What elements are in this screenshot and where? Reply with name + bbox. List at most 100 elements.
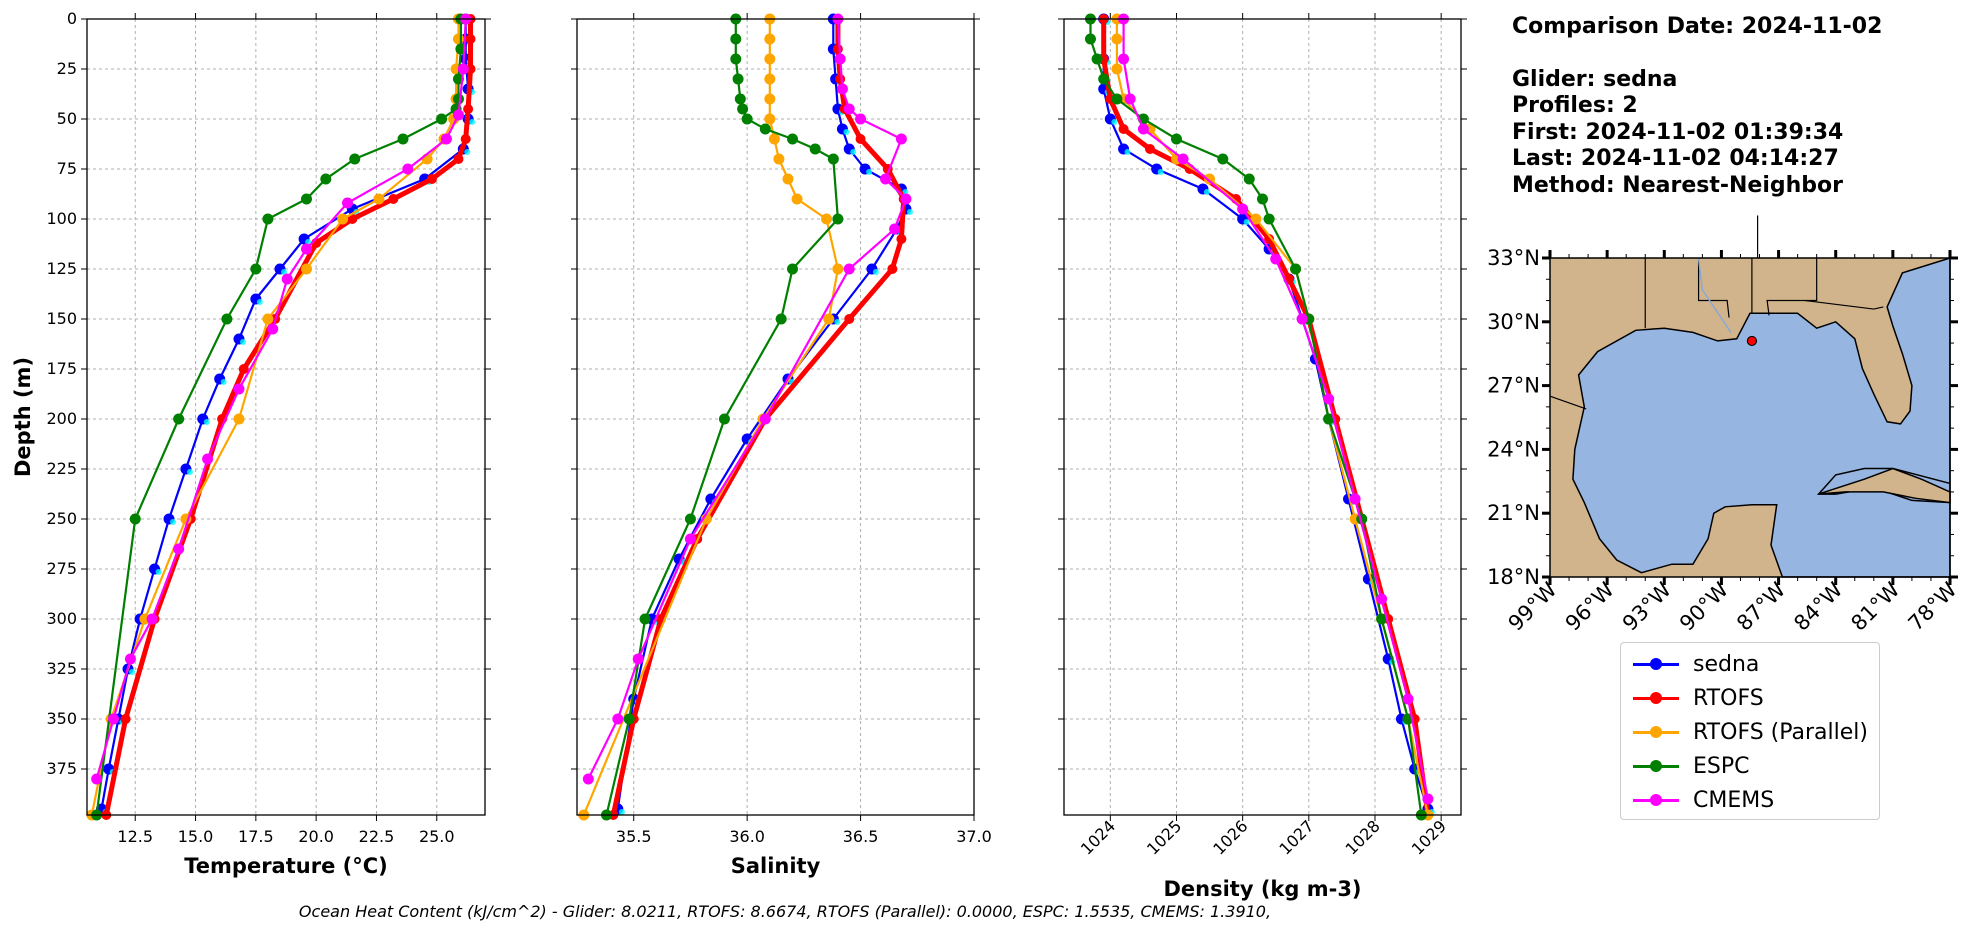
data-point	[759, 123, 771, 135]
data-point	[844, 314, 855, 324]
legend-item: RTOFS	[1631, 683, 1764, 713]
map-inset: 33°N30°N27°N24°N21°N18°N99°W 96°W 93°W 90°W…	[1487, 215, 1962, 636]
data-point	[737, 103, 749, 115]
y-tick-label: 325	[46, 659, 77, 678]
data-point	[124, 653, 136, 665]
x-tick-label: 1027	[1275, 816, 1317, 858]
x-tick-label: 1025	[1143, 816, 1185, 858]
state-border	[1766, 258, 1818, 316]
glider-profile-point	[1157, 169, 1164, 175]
profile-panel-3: 1024 1025 1026 1027 1028 1029 Density (kg m-3)	[1058, 13, 1467, 901]
legend-marker	[1631, 717, 1681, 747]
series-sedna	[95, 13, 476, 815]
data-point	[221, 313, 233, 325]
data-point	[768, 133, 780, 145]
glider-profile-point	[203, 419, 210, 425]
data-point	[823, 313, 835, 325]
y-axis-label: Depth (m)	[11, 357, 35, 477]
comparison-date: Comparison Date: 2024-11-02	[1512, 14, 1883, 39]
data-point	[397, 133, 409, 145]
legend-item: RTOFS (Parallel)	[1631, 717, 1868, 747]
y-tick-label: 350	[46, 709, 77, 728]
legend-label: ESPC	[1693, 753, 1750, 779]
data-point	[173, 543, 185, 555]
y-tick-label: 100	[46, 209, 77, 228]
series-rtofs-parallel-	[1111, 13, 1434, 821]
y-tick-label: 175	[46, 359, 77, 378]
state-border	[1549, 395, 1587, 410]
glider-profile-point	[1111, 119, 1118, 125]
axes-frame	[576, 18, 975, 816]
data-point	[1290, 263, 1302, 275]
state-border	[1805, 299, 1884, 310]
data-point	[452, 109, 464, 121]
state-border	[1697, 258, 1730, 318]
data-point	[1111, 33, 1123, 45]
data-point	[764, 113, 776, 125]
data-point	[827, 153, 839, 165]
data-point	[440, 133, 452, 145]
data-point	[684, 513, 696, 525]
data-point	[741, 113, 753, 125]
series-rtofs	[101, 14, 476, 820]
data-point	[787, 133, 799, 145]
data-point	[718, 413, 730, 425]
x-tick-label: 25.0	[419, 827, 455, 846]
data-point	[262, 313, 274, 325]
data-point	[129, 513, 141, 525]
legend-label: sedna	[1693, 651, 1760, 677]
x-axis-label: Salinity	[731, 854, 821, 878]
data-point	[732, 73, 744, 85]
legend-label: CMEMS	[1693, 787, 1775, 813]
series-line	[1101, 19, 1431, 816]
map-frame	[1549, 257, 1951, 578]
data-point	[730, 53, 742, 65]
glider-profile-point	[170, 519, 177, 525]
x-tick-label: 17.5	[238, 827, 274, 846]
glider-profile-point	[220, 379, 227, 385]
data-point	[146, 613, 158, 625]
data-point	[1237, 203, 1249, 215]
x-axis-label: Density (kg m-3)	[1163, 877, 1361, 901]
series-line	[95, 19, 462, 816]
data-point	[457, 63, 469, 75]
method: Method: Nearest-Neighbor	[1512, 172, 1843, 198]
data-point	[1137, 123, 1149, 135]
legend-item: CMEMS	[1631, 785, 1774, 815]
data-point	[1422, 793, 1434, 805]
data-point	[1250, 213, 1262, 225]
glider-profile-point	[464, 149, 471, 155]
data-point	[262, 213, 274, 225]
data-point	[1118, 124, 1129, 134]
glider-profile-point	[129, 669, 136, 675]
lon-label: 93°W	[1618, 577, 1676, 635]
series-line	[1122, 19, 1429, 800]
data-point	[347, 214, 358, 224]
first-time: First: 2024-11-02 01:39:34	[1512, 119, 1844, 145]
data-point	[250, 263, 262, 275]
lon-label: 90°W	[1675, 577, 1733, 635]
lon-label: 81°W	[1846, 577, 1904, 635]
data-point	[855, 134, 866, 144]
x-tick-label: 15.0	[178, 827, 214, 846]
data-point	[764, 33, 776, 45]
profile-panel-2: 35.5 36.0 36.5 37.0 Salinity	[571, 13, 992, 878]
y-tick-label: 50	[57, 109, 77, 128]
glider-profile-point	[872, 269, 879, 275]
x-tick-label: 36.0	[729, 827, 765, 846]
data-point	[773, 153, 785, 165]
data-point	[791, 193, 803, 205]
legend-label: RTOFS (Parallel)	[1693, 719, 1868, 745]
data-point	[623, 713, 635, 725]
data-point	[1270, 253, 1282, 265]
glider-profile-point	[1124, 149, 1131, 155]
x-tick-label: 12.5	[117, 827, 153, 846]
glider-profile-point	[834, 319, 841, 325]
series-line	[1115, 19, 1429, 816]
y-tick-label: 125	[46, 259, 77, 278]
data-point	[349, 153, 361, 165]
data-point	[684, 533, 696, 545]
series-line	[100, 19, 470, 810]
glider-profile-point	[239, 339, 246, 345]
y-tick-label: 200	[46, 409, 77, 428]
